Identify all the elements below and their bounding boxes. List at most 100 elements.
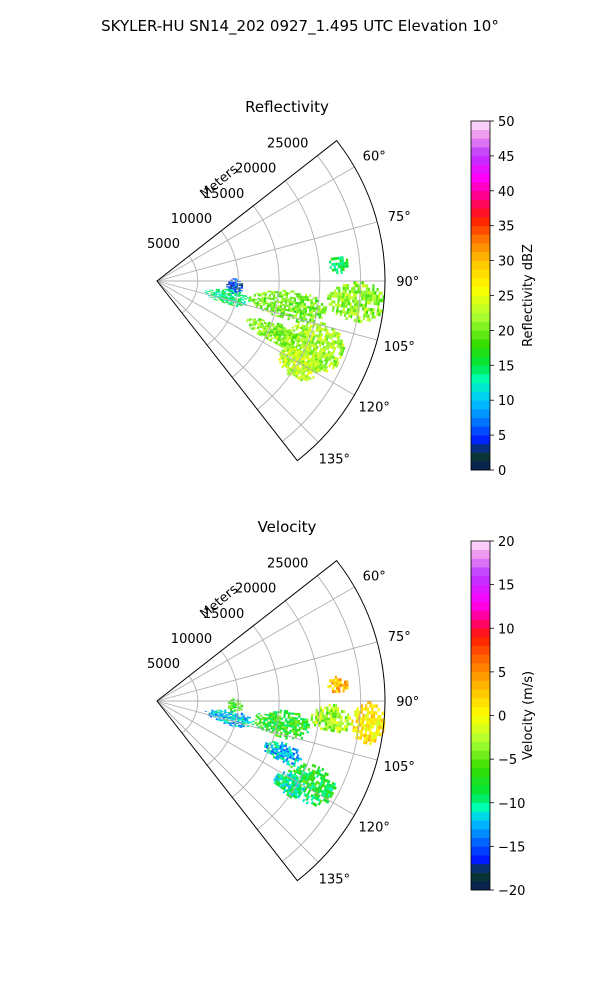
reflectivity-echo-cell xyxy=(304,298,307,301)
velocity-echo-cell xyxy=(274,741,277,744)
reflectivity-echo-cell xyxy=(276,333,280,337)
reflectivity-echo-cell xyxy=(267,302,270,306)
reflectivity-echo-cell xyxy=(273,291,276,293)
reflectivity-echo-cell xyxy=(303,314,306,318)
velocity-echo-cell xyxy=(288,724,291,728)
reflectivity-echo-cell xyxy=(335,295,338,299)
reflectivity-echo-cell xyxy=(310,311,314,315)
reflectivity-echo-cell xyxy=(316,312,320,316)
reflectivity-echo-cell xyxy=(367,300,370,305)
reflectivity-echo-cell xyxy=(287,358,291,362)
reflectivity-echo-cell xyxy=(326,335,330,339)
velocity-echo-cell xyxy=(282,771,286,774)
reflectivity-echo-cell xyxy=(333,300,336,304)
velocity-radial-tick-label: 10000 xyxy=(171,632,212,647)
velocity-echo-cell xyxy=(370,721,373,725)
reflectivity-echo-cell xyxy=(313,333,317,337)
reflectivity-colorbar-segment xyxy=(471,286,490,296)
velocity-echo-cell xyxy=(275,774,279,778)
reflectivity-echo-cell xyxy=(282,363,286,367)
velocity-echo-cell xyxy=(279,750,283,753)
reflectivity-echo-cell xyxy=(274,300,277,303)
reflectivity-echo-cell xyxy=(301,329,305,333)
reflectivity-echo-cell xyxy=(300,331,304,335)
reflectivity-colorbar-tick-label: 20 xyxy=(498,324,515,339)
velocity-echo-cell xyxy=(273,743,277,746)
velocity-echo-cell xyxy=(284,780,288,784)
velocity-echo-cell xyxy=(211,709,214,711)
reflectivity-echo-cell xyxy=(281,360,285,364)
velocity-colorbar-segment xyxy=(471,855,490,865)
velocity-echo-cell xyxy=(335,723,338,727)
reflectivity-echo-cell xyxy=(302,354,306,358)
velocity-echo-cell xyxy=(329,720,332,724)
reflectivity-echo-cell xyxy=(258,333,261,336)
velocity-echo-cell xyxy=(260,721,264,724)
reflectivity-echo-cell xyxy=(286,368,290,372)
reflectivity-echo-cell xyxy=(361,281,364,285)
velocity-echo-cell xyxy=(212,714,215,716)
reflectivity-echo-cell xyxy=(333,356,337,361)
reflectivity-echo-cell xyxy=(314,342,318,346)
reflectivity-range-ring xyxy=(206,230,239,346)
velocity-echo-cell xyxy=(235,725,239,727)
velocity-echo-cell xyxy=(318,724,321,728)
velocity-echo-cell xyxy=(286,781,290,785)
velocity-echo-cell xyxy=(211,710,214,712)
reflectivity-range-ring xyxy=(256,180,321,410)
reflectivity-echo-cell xyxy=(270,332,273,336)
velocity-echo-cell xyxy=(260,724,263,727)
reflectivity-echo-cell xyxy=(337,341,341,346)
velocity-echo-cell xyxy=(342,683,345,687)
velocity-colorbar-segment xyxy=(471,654,490,664)
reflectivity-echo-cell xyxy=(303,341,307,345)
velocity-echo-cell xyxy=(287,712,291,715)
reflectivity-echo-cell xyxy=(215,289,218,291)
velocity-azimuth-spoke xyxy=(156,586,355,702)
reflectivity-echo-cell xyxy=(259,320,263,323)
velocity-echo-cell xyxy=(223,722,226,725)
reflectivity-echo-cell xyxy=(276,308,280,312)
velocity-echo-cell xyxy=(289,748,293,752)
reflectivity-echo-cell xyxy=(223,296,226,298)
reflectivity-echo-cell xyxy=(310,301,313,305)
velocity-echo-cell xyxy=(288,785,292,789)
reflectivity-echo-cell xyxy=(270,305,274,308)
reflectivity-echo-cell xyxy=(305,325,308,329)
velocity-colorbar-tick-label: −10 xyxy=(498,797,525,812)
reflectivity-echo-cell xyxy=(259,299,262,302)
velocity-echo-cell xyxy=(324,772,328,776)
reflectivity-echo-cell xyxy=(265,322,269,325)
velocity-echo-cell xyxy=(302,798,306,803)
velocity-echo-cell xyxy=(317,785,321,789)
reflectivity-echo-cell xyxy=(278,309,282,312)
velocity-echo-cell xyxy=(264,749,267,753)
reflectivity-echo-cell xyxy=(281,357,285,361)
reflectivity-echo-cell xyxy=(331,345,335,350)
velocity-echo-cell xyxy=(294,723,298,727)
reflectivity-echo-cell xyxy=(225,296,228,299)
velocity-echo-cell xyxy=(208,713,211,715)
velocity-echo-cell xyxy=(304,787,308,791)
reflectivity-echo-cell xyxy=(290,354,294,358)
reflectivity-echo-cell xyxy=(286,357,290,361)
velocity-echo-cell xyxy=(372,718,375,722)
reflectivity-echo-cell xyxy=(299,359,303,363)
reflectivity-echo-cell xyxy=(288,292,291,295)
velocity-echo-cell xyxy=(279,725,282,728)
reflectivity-echo-cell xyxy=(300,326,304,330)
velocity-echo-cell xyxy=(317,798,321,802)
reflectivity-echo-cell xyxy=(369,294,372,298)
reflectivity-echo-cell xyxy=(312,341,316,345)
velocity-echo-cell xyxy=(285,726,289,729)
velocity-colorbar-segment xyxy=(471,881,490,891)
velocity-echo-cell xyxy=(328,787,332,791)
reflectivity-echo-cell xyxy=(297,302,300,305)
velocity-echo-cell xyxy=(267,721,270,724)
reflectivity-colorbar-segment xyxy=(471,321,490,331)
velocity-echo-cell xyxy=(262,723,265,726)
velocity-echo-cell xyxy=(281,781,285,785)
velocity-echo-cell xyxy=(334,715,337,719)
velocity-echo-cell xyxy=(335,684,339,688)
